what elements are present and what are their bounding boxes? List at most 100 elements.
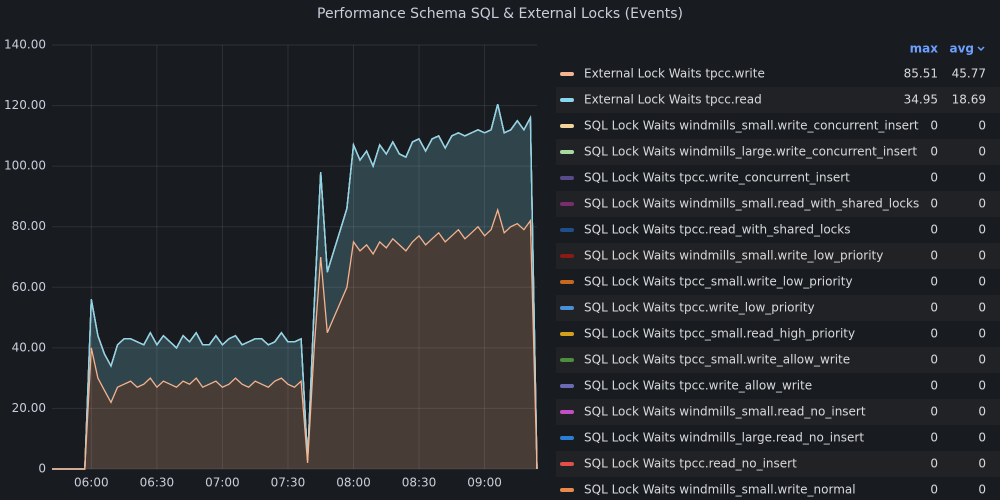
legend-label: External Lock Waits tpcc.read xyxy=(584,93,762,107)
legend-max: 0 xyxy=(930,119,938,133)
y-tick-label: 140.00 xyxy=(4,38,46,52)
legend-swatch xyxy=(560,202,574,206)
area xyxy=(52,104,537,469)
legend-row-background xyxy=(556,191,1000,217)
legend-row-background xyxy=(556,451,1000,477)
legend-max: 0 xyxy=(930,353,938,367)
legend-label: SQL Lock Waits windmills_small.read_no_i… xyxy=(584,405,866,419)
y-tick-label: 80.00 xyxy=(12,219,46,233)
legend-row-background xyxy=(556,243,1000,269)
x-tick-label: 07:30 xyxy=(271,476,306,490)
legend-avg: 0 xyxy=(978,145,986,159)
legend-row-background xyxy=(556,295,1000,321)
y-tick-label: 100.00 xyxy=(4,159,46,173)
legend-max: 0 xyxy=(930,197,938,211)
x-tick-label: 08:30 xyxy=(402,476,437,490)
legend-avg: 0 xyxy=(978,171,986,185)
x-tick-label: 08:00 xyxy=(336,476,371,490)
legend-max: 0 xyxy=(930,379,938,393)
legend-header: avg xyxy=(949,42,974,56)
legend-label: SQL Lock Waits tpcc_small.read_high_prio… xyxy=(584,327,855,341)
legend-swatch xyxy=(560,98,574,102)
legend-avg: 0 xyxy=(978,275,986,289)
legend-max: 0 xyxy=(930,483,938,497)
x-tick-label: 06:00 xyxy=(74,476,109,490)
legend-label: SQL Lock Waits windmills_small.read_with… xyxy=(584,197,919,211)
legend-row-background xyxy=(556,347,1000,373)
legend-max: 0 xyxy=(930,249,938,263)
legend-label: SQL Lock Waits tpcc.read_with_shared_loc… xyxy=(584,223,850,237)
y-tick-label: 0 xyxy=(38,462,46,476)
legend-label: SQL Lock Waits windmills_small.write_nor… xyxy=(584,483,856,497)
legend-swatch xyxy=(560,332,574,336)
plot-area xyxy=(52,104,538,470)
legend-swatch xyxy=(560,254,574,258)
line xyxy=(52,207,538,470)
x-tick-label: 07:00 xyxy=(205,476,240,490)
legend-row-background xyxy=(556,87,1000,113)
legend-avg: 45.77 xyxy=(952,67,986,81)
legend-swatch xyxy=(560,488,574,492)
area xyxy=(52,210,537,469)
legend-label: SQL Lock Waits windmills_small.write_con… xyxy=(584,119,919,133)
legend-header: max xyxy=(910,42,939,56)
legend-label: SQL Lock Waits tpcc_small.write_allow_wr… xyxy=(584,353,850,367)
legend-swatch xyxy=(560,306,574,310)
legend-avg: 0 xyxy=(978,431,986,445)
legend-swatch xyxy=(560,228,574,232)
legend-avg: 0 xyxy=(978,379,986,393)
legend-max: 0 xyxy=(930,223,938,237)
legend-max: 0 xyxy=(930,405,938,419)
legend-swatch xyxy=(560,462,574,466)
legend-label: SQL Lock Waits windmills_large.write_con… xyxy=(584,145,917,159)
legend-swatch xyxy=(560,124,574,128)
legend-label: External Lock Waits tpcc.write xyxy=(584,67,765,81)
chart-title: Performance Schema SQL & External Locks … xyxy=(317,6,683,22)
legend-max: 0 xyxy=(930,275,938,289)
x-tick-label: 06:30 xyxy=(140,476,175,490)
legend-label: SQL Lock Waits windmills_large.read_no_i… xyxy=(584,431,864,445)
legend-max: 0 xyxy=(930,327,938,341)
legend-avg: 0 xyxy=(978,119,986,133)
legend-swatch xyxy=(560,410,574,414)
legend-label: SQL Lock Waits tpcc.write_allow_write xyxy=(584,379,812,393)
legend-swatch xyxy=(560,176,574,180)
y-tick-label: 120.00 xyxy=(4,98,46,112)
legend-swatch xyxy=(560,280,574,284)
legend-label: SQL Lock Waits tpcc.write_low_priority xyxy=(584,301,815,315)
legend-max: 0 xyxy=(930,145,938,159)
legend-avg: 0 xyxy=(978,197,986,211)
legend-label: SQL Lock Waits tpcc_small.write_low_prio… xyxy=(584,275,853,289)
legend-avg: 0 xyxy=(978,223,986,237)
legend-max: 0 xyxy=(930,431,938,445)
legend-swatch xyxy=(560,150,574,154)
legend-avg: 0 xyxy=(978,483,986,497)
legend-max: 85.51 xyxy=(904,67,938,81)
legend-label: SQL Lock Waits tpcc.read_no_insert xyxy=(584,457,797,471)
legend-avg: 0 xyxy=(978,353,986,367)
legend-avg: 0 xyxy=(978,405,986,419)
y-tick-label: 40.00 xyxy=(12,340,46,354)
legend-max: 0 xyxy=(930,171,938,185)
legend-avg: 0 xyxy=(978,327,986,341)
x-tick-label: 09:00 xyxy=(467,476,502,490)
legend-avg: 0 xyxy=(978,457,986,471)
legend-row-background xyxy=(556,399,1000,425)
legend-row-background xyxy=(556,139,1000,165)
legend-swatch xyxy=(560,436,574,440)
y-tick-label: 20.00 xyxy=(12,401,46,415)
legend-avg: 0 xyxy=(978,301,986,315)
legend-swatch xyxy=(560,384,574,388)
y-tick-label: 60.00 xyxy=(12,280,46,294)
legend-max: 0 xyxy=(930,457,938,471)
legend-max: 0 xyxy=(930,301,938,315)
line xyxy=(52,104,538,470)
legend-avg: 0 xyxy=(978,249,986,263)
legend-swatch xyxy=(560,72,574,76)
legend-label: SQL Lock Waits windmills_small.write_low… xyxy=(584,249,883,263)
legend-avg: 18.69 xyxy=(952,93,986,107)
legend-label: SQL Lock Waits tpcc.write_concurrent_ins… xyxy=(584,171,850,185)
legend-max: 34.95 xyxy=(904,93,938,107)
